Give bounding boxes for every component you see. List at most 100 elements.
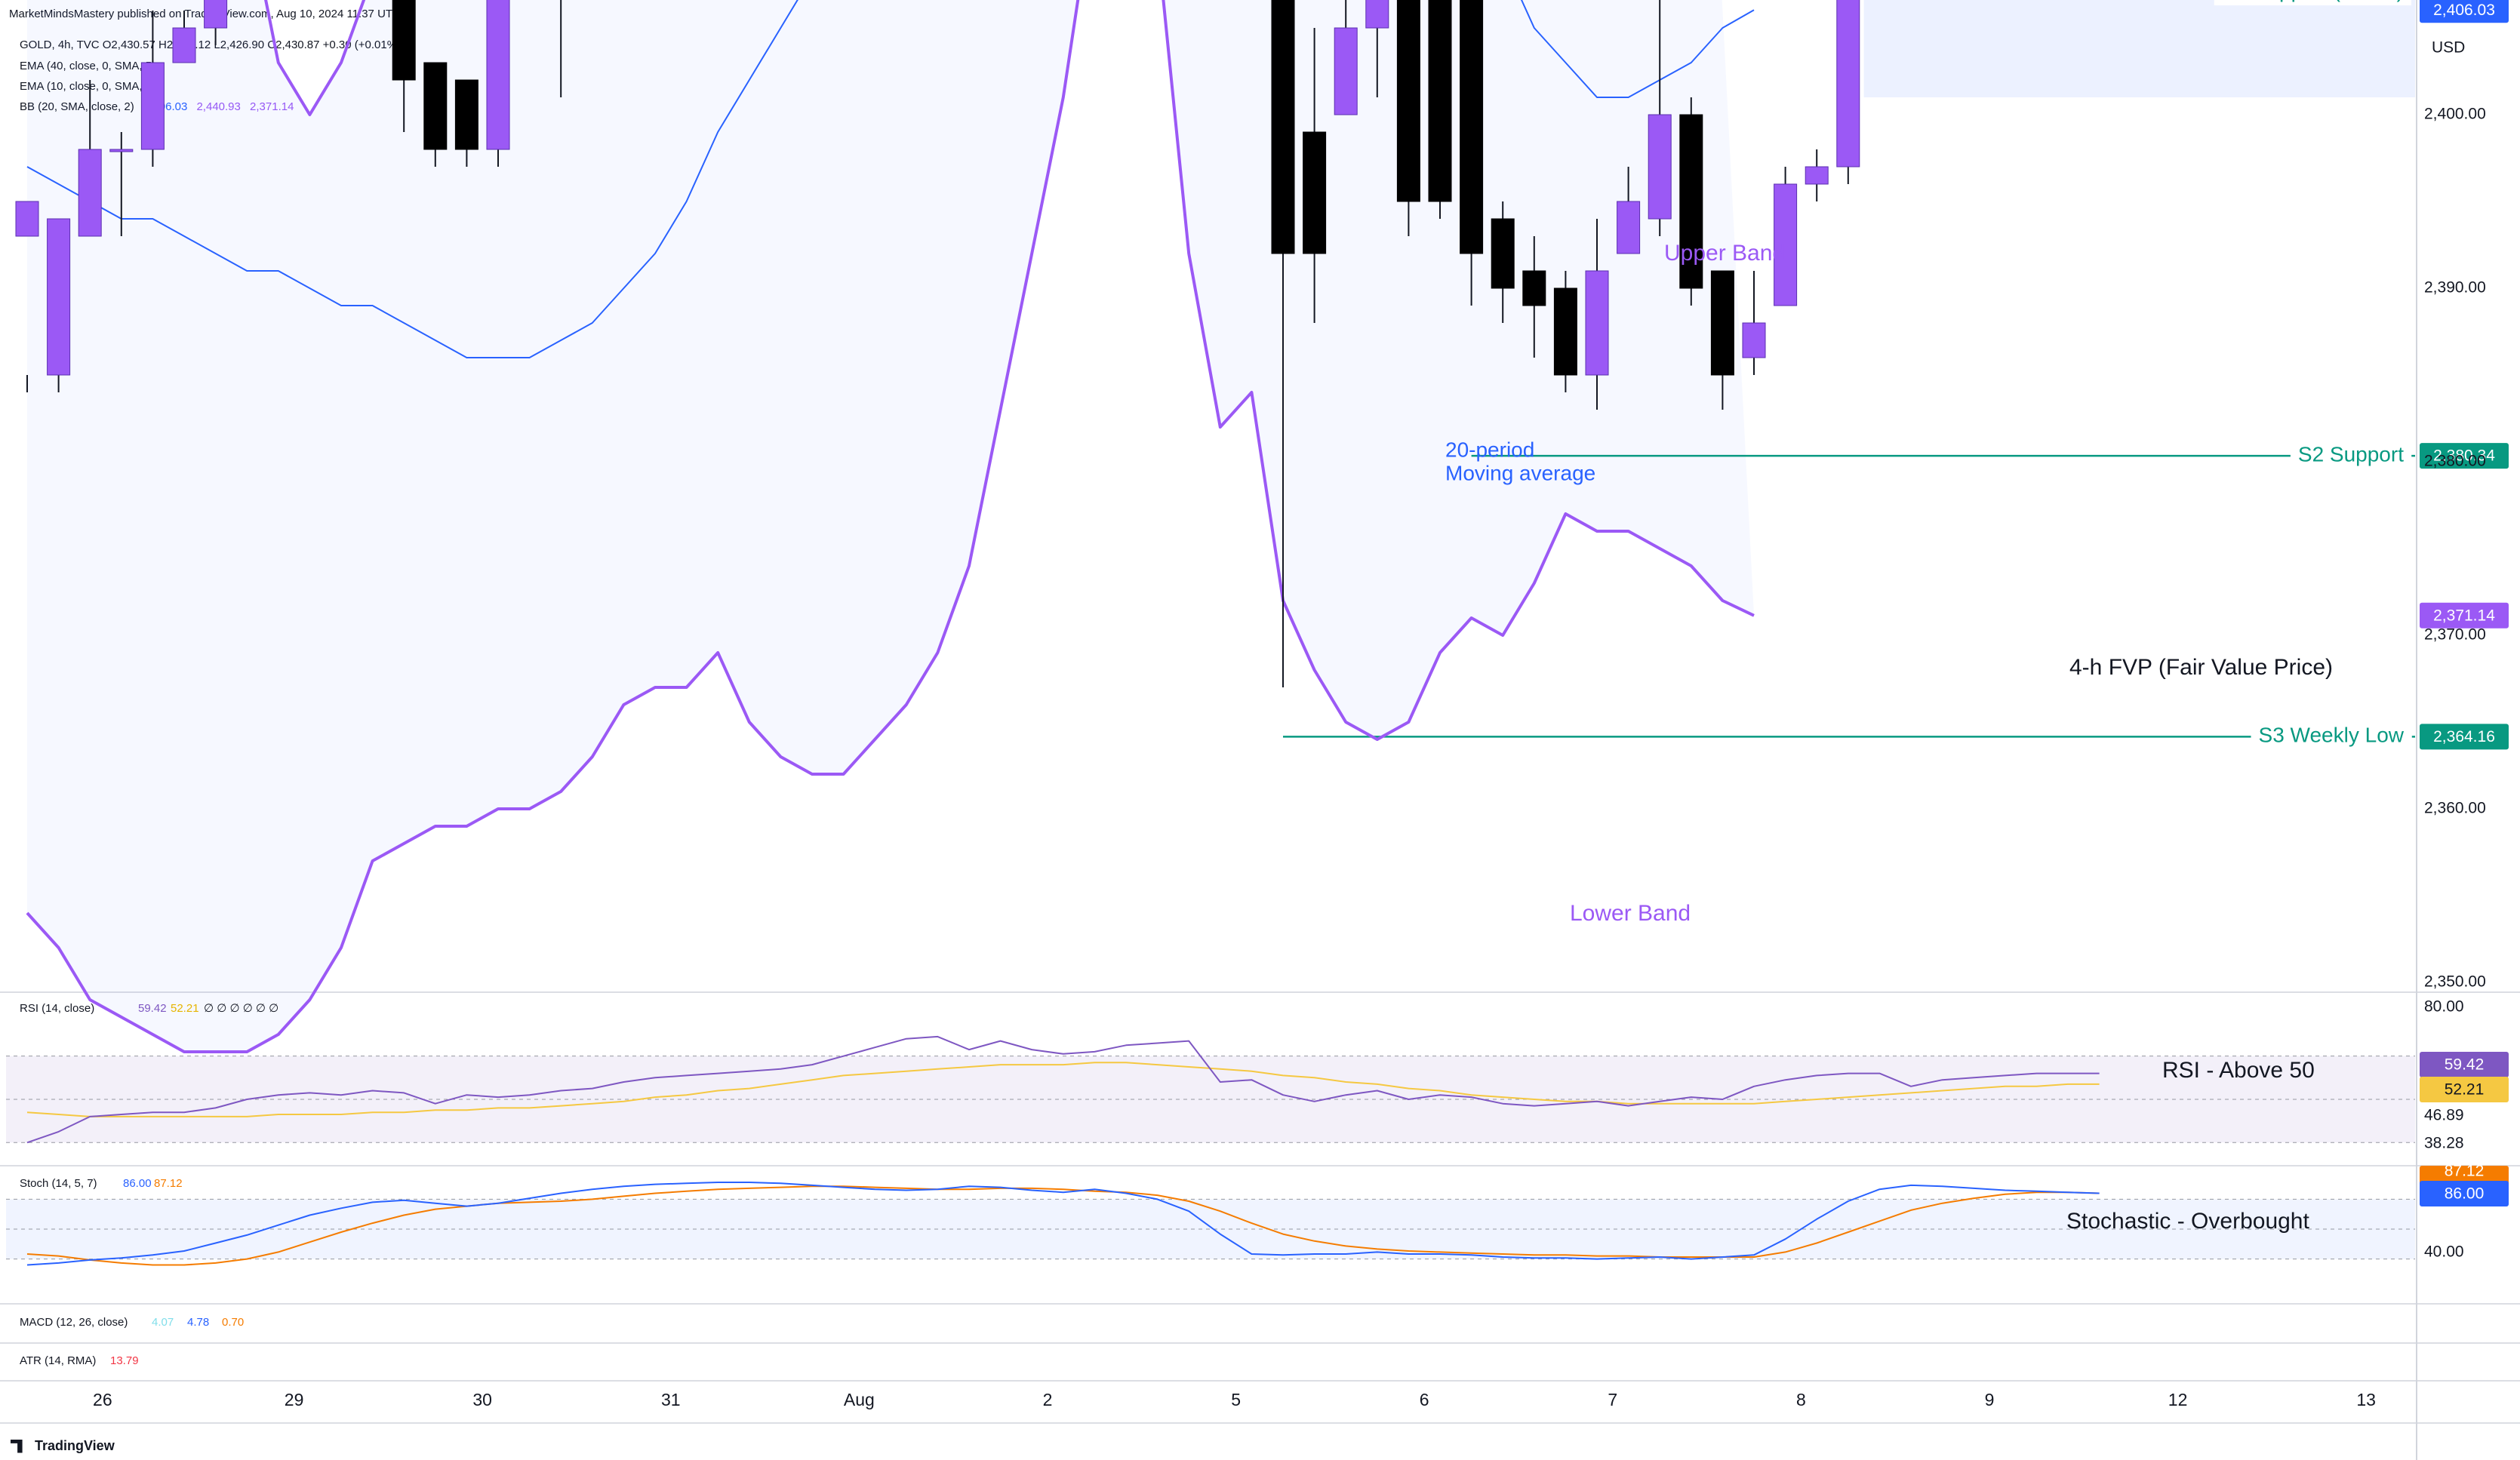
- candle-body: [1710, 270, 1734, 376]
- bollinger-band-fill: [27, 0, 1754, 1052]
- candle-body: [1365, 0, 1389, 29]
- lower-band-annotation: Lower Band: [1570, 901, 1691, 926]
- level-label-3: S2 Support: [2298, 443, 2404, 466]
- lower-band-line: [26, 0, 1755, 1053]
- date-tick-label: 9: [1985, 1390, 1995, 1409]
- price-tag-3: [2420, 602, 2509, 629]
- level-label-2: S1 Support (Inside): [2222, 0, 2404, 2]
- candle-body: [1774, 183, 1798, 306]
- level-price-tag-4: [2420, 724, 2509, 750]
- date-tick-label: 31: [661, 1390, 681, 1409]
- candle-body: [1553, 287, 1577, 376]
- candle-body: [1334, 27, 1358, 115]
- fvp-zone: [1863, 0, 2415, 97]
- stoch-legend-label: Stoch (14, 5, 7): [20, 1177, 97, 1190]
- rsi-annotation: RSI - Above 50: [2162, 1058, 2315, 1083]
- bb-lower-value: 2,371.14: [250, 100, 294, 113]
- symbol-header[interactable]: GOLD, 4h, TVC O2,430.57 H2,431.12 L2,426…: [20, 38, 402, 51]
- candle-body: [1836, 0, 1860, 168]
- candle-body: [1491, 218, 1515, 289]
- date-tick-label: 29: [285, 1390, 304, 1409]
- ma-annotation-line2: Moving average: [1445, 461, 1595, 484]
- macd-legend-macd: 4.78: [187, 1316, 209, 1329]
- tradingview-logo-icon: [11, 1439, 23, 1453]
- rsi-legend-extra: ∅ ∅ ∅ ∅ ∅ ∅: [204, 1002, 278, 1015]
- rsi-ma-tag-text: 52.21: [2445, 1081, 2485, 1099]
- rsi-value-tag: [2420, 1052, 2509, 1077]
- brand-name: TradingView: [35, 1438, 115, 1453]
- moving-average-line: [26, 0, 1755, 358]
- candle-body: [204, 0, 228, 29]
- price-tick-label: 2,370.00: [2424, 626, 2486, 644]
- price-tag-text-2: 2,406.03: [2433, 2, 2495, 19]
- date-tick-label: 13: [2356, 1390, 2376, 1409]
- level-price-tag-text-4: 2,364.16: [2433, 728, 2495, 745]
- date-tick-label: 26: [93, 1390, 112, 1409]
- atr-legend-value: 13.79: [110, 1354, 139, 1367]
- date-tick-label: 30: [472, 1390, 492, 1409]
- candle-body: [1303, 131, 1327, 254]
- upper-band-annotation: Upper Band: [1664, 241, 1785, 266]
- ma-annotation-line1: 20-period: [1445, 438, 1534, 461]
- price-tick-label: 2,390.00: [2424, 279, 2486, 297]
- level-label-4: S3 Weekly Low: [2259, 724, 2405, 747]
- price-tick-label: 2,360.00: [2424, 800, 2486, 817]
- bb-upper-value: 2,440.93: [196, 100, 241, 113]
- stoch-annotation: Stochastic - Overbought: [2066, 1209, 2309, 1234]
- candle-body: [1585, 270, 1609, 376]
- candle-body: [47, 218, 71, 376]
- candle-body: [1805, 166, 1829, 185]
- rsi-line: [26, 1035, 2100, 1144]
- candle-body: [1648, 114, 1672, 220]
- candle-body: [1742, 322, 1766, 358]
- price-tag-text-3: 2,371.14: [2433, 607, 2495, 624]
- candle-body: [454, 79, 478, 150]
- stoch-k-tag-text: 86.00: [2445, 1185, 2485, 1203]
- level-label-bg-3: [2290, 442, 2412, 470]
- price-tag-2: [2420, 0, 2509, 23]
- candle-body: [1679, 114, 1703, 289]
- level-label-bg-4: [2251, 723, 2412, 751]
- rsi-legend-label: RSI (14, close): [20, 1002, 94, 1015]
- date-tick-label: 7: [1608, 1390, 1617, 1409]
- stoch-tick-label: 40.00: [2424, 1243, 2464, 1261]
- price-tick-label: 2,400.00: [2424, 106, 2486, 123]
- candle-body: [1617, 201, 1641, 254]
- rsi-ma-line: [26, 1062, 2100, 1117]
- date-tick-label: Aug: [844, 1390, 875, 1409]
- ema10-legend[interactable]: EMA (10, close, 0, SMA, 5): [20, 80, 156, 93]
- macd-legend-hist: 4.07: [152, 1316, 174, 1329]
- date-tick-label: 2: [1043, 1390, 1053, 1409]
- upper-band-line: [264, 0, 366, 116]
- candle-body: [109, 149, 134, 152]
- rsi-tick-label: 80.00: [2424, 998, 2464, 1016]
- date-tick-label: 12: [2168, 1390, 2188, 1409]
- date-tick-label: 6: [1420, 1390, 1429, 1409]
- currency-label: USD: [2432, 39, 2465, 57]
- macd-legend-signal: 0.70: [222, 1316, 244, 1329]
- price-tick-label: 2,350.00: [2424, 973, 2486, 991]
- candle-body: [1428, 0, 1452, 202]
- level-price-tag-3: [2420, 443, 2509, 469]
- level-price-tag-text-3: 2,380.34: [2433, 447, 2495, 465]
- rsi-ma-tag: [2420, 1077, 2509, 1102]
- candle-body: [1460, 0, 1484, 254]
- bb-label: BB (20, SMA, close, 2): [20, 100, 134, 113]
- stoch-d-tag-text: 87.12: [2445, 1163, 2485, 1180]
- date-tick-label: 8: [1796, 1390, 1806, 1409]
- stoch-legend-k: 86.00: [123, 1177, 152, 1190]
- candle-body: [15, 201, 39, 237]
- candle-body: [486, 0, 510, 150]
- candle-body: [140, 62, 165, 150]
- atr-legend-label: ATR (14, RMA): [20, 1354, 96, 1367]
- candle-body: [423, 62, 448, 150]
- rsi-legend-value: 59.42: [138, 1002, 167, 1015]
- candle-body: [1271, 0, 1295, 254]
- tradingview-logo[interactable]: TradingView: [11, 1438, 115, 1454]
- ema40-legend[interactable]: EMA (40, close, 0, SMA, 5): [20, 60, 156, 72]
- stoch-legend-d: 87.12: [154, 1177, 183, 1190]
- rsi-legend-ma-value: 52.21: [171, 1002, 199, 1015]
- fvp-annotation: 4-h FVP (Fair Value Price): [2069, 655, 2333, 680]
- price-tick-label: 2,380.00: [2424, 453, 2486, 470]
